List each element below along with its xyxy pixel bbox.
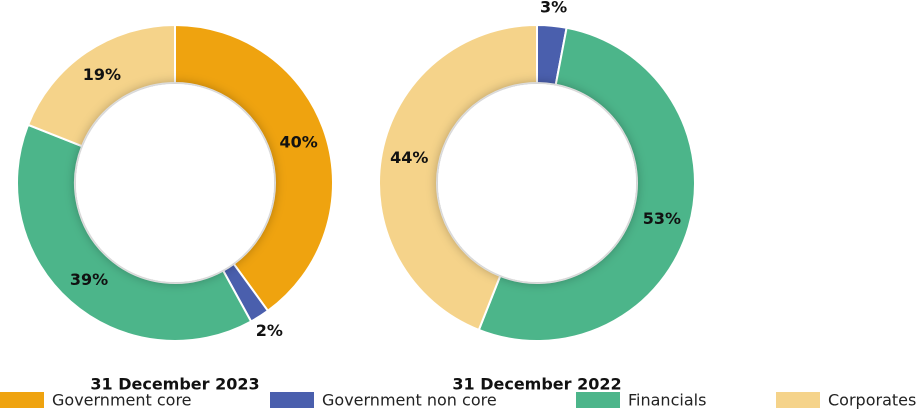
data-label: 2%: [256, 321, 283, 340]
legend-label: Financials: [628, 391, 706, 410]
legend-label: Corporates: [828, 391, 916, 410]
data-label: 44%: [390, 148, 428, 167]
data-label: 3%: [540, 0, 567, 16]
legend-label: Government core: [52, 391, 192, 410]
data-label: 39%: [70, 270, 108, 289]
legend-swatch: [776, 392, 820, 408]
chart-title: 31 December 2023: [90, 375, 259, 394]
legend-swatch: [576, 392, 620, 408]
donut-slice: [26, 23, 176, 148]
legend-swatch: [0, 392, 44, 408]
donut-slice: [477, 26, 696, 342]
donut-slice: [16, 123, 253, 342]
chart-title: 31 December 2022: [452, 375, 621, 394]
legend-label: Government non core: [322, 391, 497, 410]
legend-swatch: [270, 392, 314, 408]
data-label: 53%: [643, 209, 681, 228]
data-label: 19%: [83, 65, 121, 84]
donut-slice: [378, 23, 538, 332]
donut-slice: [174, 23, 334, 313]
data-label: 40%: [279, 132, 317, 151]
donut-hole: [438, 84, 636, 282]
donut-hole: [76, 84, 274, 282]
